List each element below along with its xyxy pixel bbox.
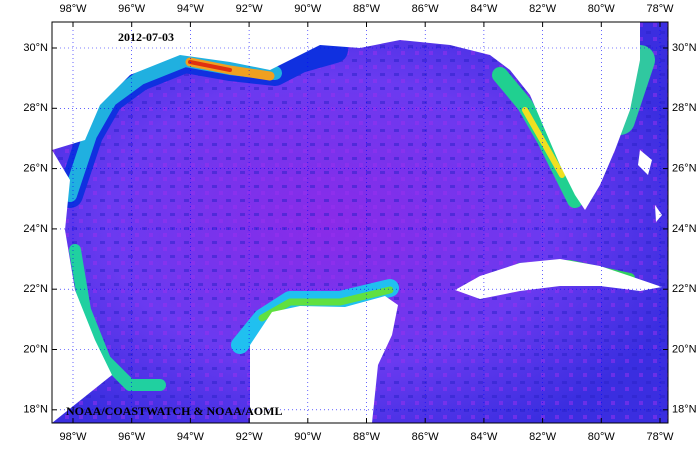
lon-label-top: 80°W [588,3,616,15]
lat-label-right: 26°N [672,163,697,175]
map-credit: NOAA/COASTWATCH & NOAA/AOML [66,404,282,418]
lon-label-top: 92°W [236,3,264,15]
lon-label-top: 94°W [177,3,205,15]
lon-label-bottom: 90°W [294,431,322,443]
lat-label-right: 30°N [672,42,697,54]
lon-label-bottom: 96°W [118,431,146,443]
lat-label-left: 22°N [23,283,48,295]
lon-label-bottom: 84°W [470,431,498,443]
lat-label-right: 20°N [672,343,697,355]
lat-label-left: 28°N [23,102,48,114]
lat-label-left: 24°N [23,223,48,235]
map-date: 2012-07-03 [118,30,174,44]
lon-label-top: 84°W [470,3,498,15]
lon-label-top: 90°W [294,3,322,15]
lon-label-top: 82°W [529,3,557,15]
lat-label-left: 26°N [23,163,48,175]
lat-label-right: 18°N [672,404,697,416]
lon-label-bottom: 92°W [236,431,264,443]
lon-label-bottom: 80°W [588,431,616,443]
lat-label-right: 22°N [672,283,697,295]
map-frame [51,21,669,424]
lat-label-left: 30°N [23,42,48,54]
lat-label-left: 18°N [23,404,48,416]
lon-label-top: 78°W [646,3,674,15]
lon-label-top: 98°W [59,3,87,15]
map-image [52,22,668,423]
lon-label-top: 86°W [412,3,440,15]
lon-label-bottom: 98°W [59,431,87,443]
lon-label-bottom: 82°W [529,431,557,443]
lat-label-left: 20°N [23,343,48,355]
lon-label-bottom: 78°W [646,431,674,443]
lon-label-top: 96°W [118,3,146,15]
lon-label-top: 88°W [353,3,381,15]
lon-label-bottom: 88°W [353,431,381,443]
lat-label-right: 24°N [672,223,697,235]
lon-label-bottom: 86°W [412,431,440,443]
lon-label-bottom: 94°W [177,431,205,443]
lat-label-right: 28°N [672,102,697,114]
